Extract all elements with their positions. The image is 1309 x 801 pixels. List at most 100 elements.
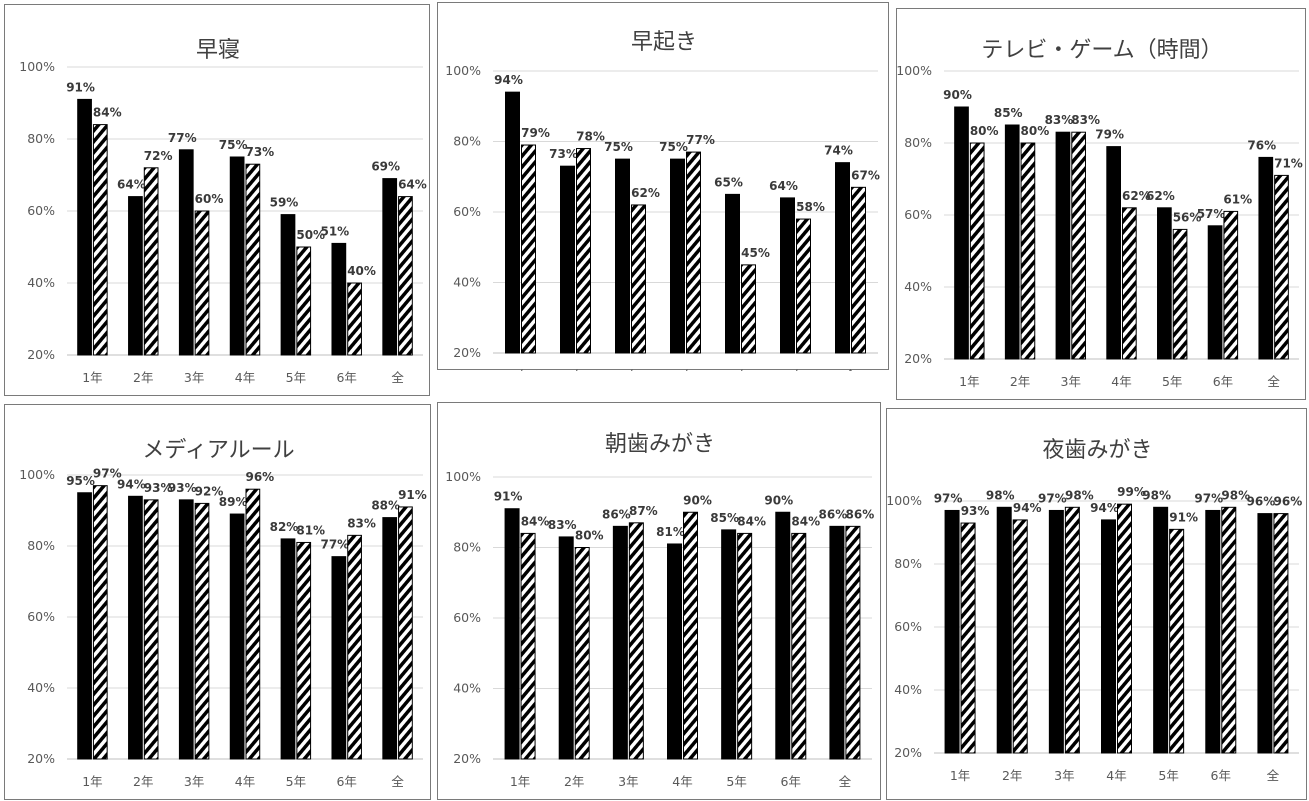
bar-solid	[835, 162, 850, 354]
data-label: 81%	[656, 525, 685, 539]
chart-svg: 夜歯みがき20%40%60%80%100%1年97%93%2年98%94%3年9…	[887, 438, 1302, 783]
x-tick-label: 4年	[1106, 768, 1126, 783]
x-tick-label: 3年	[1061, 374, 1081, 389]
y-tick-label: 20%	[894, 745, 922, 760]
data-label: 94%	[1013, 501, 1042, 515]
y-tick-label: 80%	[904, 135, 932, 150]
bar-solid	[229, 156, 245, 356]
bar-solid	[178, 499, 194, 760]
x-tick-label: 1年	[510, 368, 530, 371]
data-label: 59%	[270, 196, 299, 210]
bar-hatched	[245, 488, 261, 760]
bar-solid	[382, 517, 398, 760]
bar-hatched	[1223, 210, 1239, 360]
bar-hatched	[574, 547, 590, 760]
x-tick-label: 全	[1267, 768, 1280, 783]
data-label: 78%	[576, 130, 605, 144]
chart-title: 早寝	[196, 38, 240, 63]
y-tick-label: 100%	[897, 63, 932, 78]
y-tick-label: 40%	[27, 680, 55, 695]
bar-hatched	[92, 485, 108, 760]
y-tick-label: 60%	[453, 610, 481, 625]
y-tick-label: 80%	[453, 540, 481, 555]
bar-solid	[229, 513, 245, 760]
bar-solid	[615, 158, 630, 354]
bar-solid	[505, 91, 520, 354]
data-label: 93%	[168, 481, 197, 495]
chart-panel-5: 朝歯みがき 20% 40% 60% 80% 100% 1年 91% 84% 2年 83% 80% 3年 8…	[437, 402, 881, 800]
chart-svg: 朝歯みがき20%40%60%80%100%1年91%84%2年83%80%3年8…	[445, 432, 874, 789]
y-tick-label: 100%	[19, 59, 55, 74]
bar-hatched	[1169, 528, 1185, 754]
bar-solid	[1207, 225, 1223, 360]
bar-hatched	[576, 148, 591, 354]
x-tick-label: 2年	[565, 368, 585, 371]
chart-svg: 早起き 20% 40% 60% 80% 100% 1年 94% 79% 2年 73% 78% 3年 75%…	[445, 30, 880, 371]
bar-hatched	[143, 167, 159, 356]
data-label: 89%	[219, 495, 248, 509]
data-label: 99%	[1117, 485, 1146, 499]
y-tick-label: 20%	[453, 751, 481, 766]
data-label: 64%	[398, 178, 427, 192]
data-label: 77%	[686, 133, 715, 147]
bar-solid	[331, 556, 347, 760]
bar-hatched	[520, 532, 536, 760]
x-tick-label: 1年	[82, 370, 102, 385]
data-label: 51%	[320, 224, 349, 238]
data-label: 64%	[117, 178, 146, 192]
data-label: 83%	[1071, 113, 1100, 127]
bar-hatched	[194, 210, 210, 356]
bar-hatched	[741, 264, 756, 354]
y-tick-label: 20%	[453, 345, 481, 360]
bar-hatched	[1274, 174, 1289, 360]
data-label: 84%	[737, 514, 766, 528]
bar-solid	[721, 529, 737, 760]
bar-solid	[560, 165, 575, 354]
data-label: 83%	[548, 518, 577, 532]
y-tick-label: 40%	[453, 681, 481, 696]
bar-solid	[1205, 509, 1221, 754]
x-tick-label: 3年	[618, 774, 638, 789]
y-tick-label: 60%	[27, 203, 55, 218]
x-tick-label: 1年	[950, 768, 970, 783]
bar-hatched	[1273, 513, 1289, 754]
bar-solid	[504, 508, 520, 760]
data-label: 81%	[296, 523, 325, 537]
chart-title: テレビ・ゲーム（時間）	[981, 38, 1222, 63]
bar-hatched	[245, 163, 261, 356]
bar-solid	[178, 149, 194, 356]
data-label: 80%	[1021, 124, 1050, 138]
x-tick-label: 2年	[133, 774, 153, 789]
bar-hatched	[194, 502, 210, 760]
data-label: 45%	[741, 246, 770, 260]
data-label: 56%	[1173, 210, 1202, 224]
x-tick-label: 5年	[1162, 374, 1182, 389]
bar-solid	[280, 538, 296, 760]
chart-title: メディアルール	[142, 438, 294, 463]
bar-hatched	[92, 124, 108, 356]
bar-hatched	[1122, 207, 1137, 360]
data-label: 76%	[1247, 138, 1276, 152]
y-tick-label: 60%	[453, 204, 481, 219]
data-label: 91%	[1169, 510, 1198, 524]
data-label: 85%	[710, 511, 739, 525]
data-label: 82%	[270, 520, 299, 534]
bar-hatched	[398, 506, 413, 760]
x-tick-label: 6年	[781, 774, 801, 789]
y-tick-label: 40%	[894, 682, 922, 697]
x-tick-label: 5年	[730, 368, 750, 371]
x-tick-label: 6年	[1213, 374, 1233, 389]
bar-hatched	[521, 144, 536, 354]
x-tick-label: 4年	[235, 774, 255, 789]
bar-hatched	[347, 534, 362, 760]
data-label: 40%	[347, 264, 376, 278]
y-tick-label: 60%	[894, 619, 922, 634]
data-label: 96%	[245, 470, 274, 484]
y-tick-label: 20%	[27, 347, 55, 362]
data-label: 75%	[219, 138, 248, 152]
bar-solid	[954, 106, 969, 360]
data-label: 79%	[1095, 128, 1124, 142]
x-tick-label: 5年	[1158, 768, 1178, 783]
bar-solid	[996, 506, 1012, 754]
data-label: 92%	[195, 484, 224, 498]
